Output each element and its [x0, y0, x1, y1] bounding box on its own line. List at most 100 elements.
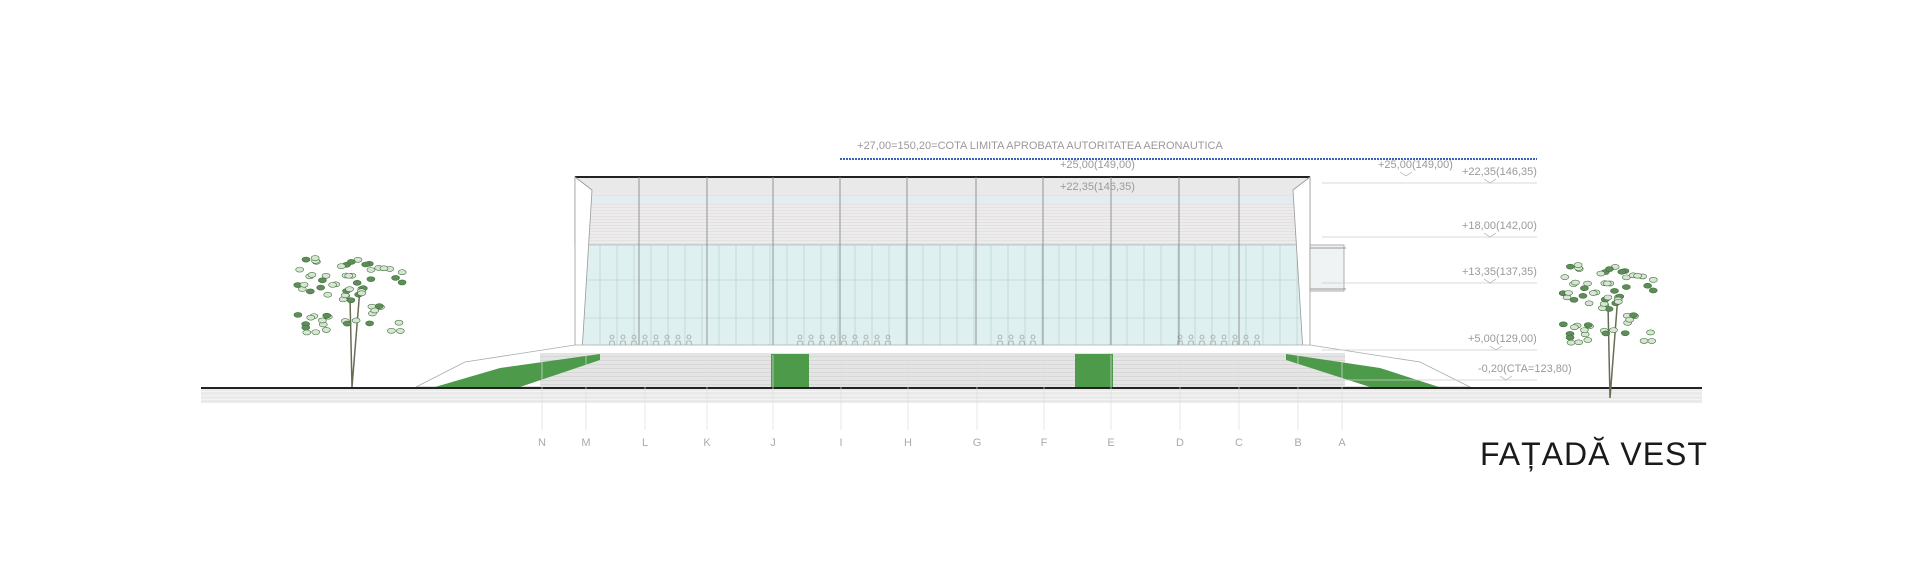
person-icon [1243, 334, 1249, 340]
person-icon [653, 334, 659, 340]
tree-leaf [365, 320, 374, 327]
level-label: +5,00(129,00) [1468, 333, 1537, 345]
tree-leaf [1629, 312, 1638, 318]
tree-leaf [337, 263, 346, 270]
inner-level-1: +25,00(149,00) [1060, 159, 1135, 171]
tree-leaf [1625, 316, 1634, 323]
grid-axis-label: K [703, 437, 711, 449]
level-marker-icon [1499, 375, 1513, 381]
tree-leaf [1622, 284, 1631, 290]
tree-leaf [1647, 338, 1657, 344]
tree-leaf [366, 267, 376, 273]
person-icon [830, 334, 836, 340]
person-icon [852, 334, 858, 340]
tree-leaf [1620, 330, 1630, 336]
tree-leaf [1648, 277, 1658, 283]
tree-leaf [1566, 339, 1576, 346]
tree-leaf [316, 284, 325, 291]
person-icon [841, 334, 847, 340]
person-icon [997, 334, 1003, 340]
tree-leaf [293, 312, 303, 318]
level-label: +18,00(142,00) [1462, 220, 1537, 232]
person-icon [1188, 334, 1194, 340]
grid-axis-label: B [1294, 437, 1301, 449]
tree-leaf [1596, 270, 1606, 277]
level-marker-icon [1483, 178, 1497, 184]
person-icon [863, 334, 869, 340]
tree-leaf [317, 317, 327, 324]
tree-leaf [1569, 297, 1579, 303]
tree-leaf [1583, 337, 1593, 343]
person-icon [664, 334, 670, 340]
person-icon [1232, 334, 1238, 340]
grid-axis-label: J [770, 437, 776, 449]
tree-leaf [352, 280, 362, 286]
tree-leaf [370, 307, 380, 314]
tree-leaf [1583, 322, 1593, 328]
tree-leaf [302, 329, 312, 336]
person-icon [686, 334, 692, 340]
tree-leaf [1646, 329, 1655, 336]
person-icon [1199, 334, 1205, 340]
person-icon [642, 334, 648, 340]
tree-leaf [1602, 280, 1612, 287]
tree-leaf [1584, 300, 1594, 307]
tree-leaf [311, 329, 321, 335]
tree-leaf [1565, 334, 1575, 341]
tree-left-icon [293, 255, 407, 388]
person-icon [1210, 334, 1216, 340]
level-label: +22,35(146,35) [1462, 166, 1537, 178]
tree-leaf [1605, 266, 1614, 272]
tree-trunk [349, 287, 361, 388]
tree-leaf [301, 256, 311, 263]
tree-leaf [328, 282, 337, 288]
tree-leaf [342, 320, 352, 327]
tree-leaf [379, 265, 389, 272]
level-label: +13,35(137,35) [1462, 266, 1537, 278]
tree-leaf [397, 269, 407, 276]
tree-leaf [1574, 339, 1583, 346]
person-icon [1008, 334, 1014, 340]
person-icon [609, 334, 615, 340]
tree-leaf [1603, 294, 1613, 301]
green-planter-right [1075, 354, 1113, 387]
aviation-limit-note: +27,00=150,20=COTA LIMITA APROBATA AUTOR… [857, 140, 1223, 152]
tree-leaf [1588, 290, 1598, 296]
tree-leaf [1639, 338, 1649, 344]
level-marker-icon [1483, 278, 1497, 284]
tree-leaf [305, 288, 315, 295]
tree-leaf [347, 259, 356, 265]
tree-leaf [366, 276, 376, 282]
person-icon [1254, 334, 1260, 340]
green-planter-left [771, 354, 809, 387]
tree-leaf [345, 286, 354, 292]
person-icon [631, 334, 637, 340]
grid-axis-label: D [1176, 437, 1184, 449]
tree-leaf [1583, 280, 1592, 287]
grid-axis-label: L [642, 437, 648, 449]
tree-leaf [1617, 268, 1627, 275]
tree-leaf [361, 261, 370, 268]
tree-leaf [396, 328, 405, 334]
person-icon [1030, 334, 1036, 340]
roof-cornice [575, 177, 1310, 195]
person-icon [797, 334, 803, 340]
level-label: +25,00(149,00) [1378, 159, 1453, 171]
tree-trunk [1607, 294, 1619, 399]
grid-axis-label: N [538, 437, 546, 449]
tree-leaf [1609, 327, 1618, 333]
grid-axis-label: I [839, 437, 842, 449]
tree-leaf [391, 275, 400, 281]
right-green-ramp [1286, 354, 1439, 387]
tree-leaf [1601, 330, 1611, 337]
grand-stair [540, 353, 1345, 387]
tree-leaf [357, 290, 366, 297]
tree-leaf [1580, 327, 1589, 333]
side-annex [1309, 244, 1345, 292]
tree-leaf [397, 279, 407, 286]
tree-leaf [1648, 287, 1658, 294]
grid-axis-label: A [1338, 437, 1346, 449]
person-icon [1177, 334, 1183, 340]
